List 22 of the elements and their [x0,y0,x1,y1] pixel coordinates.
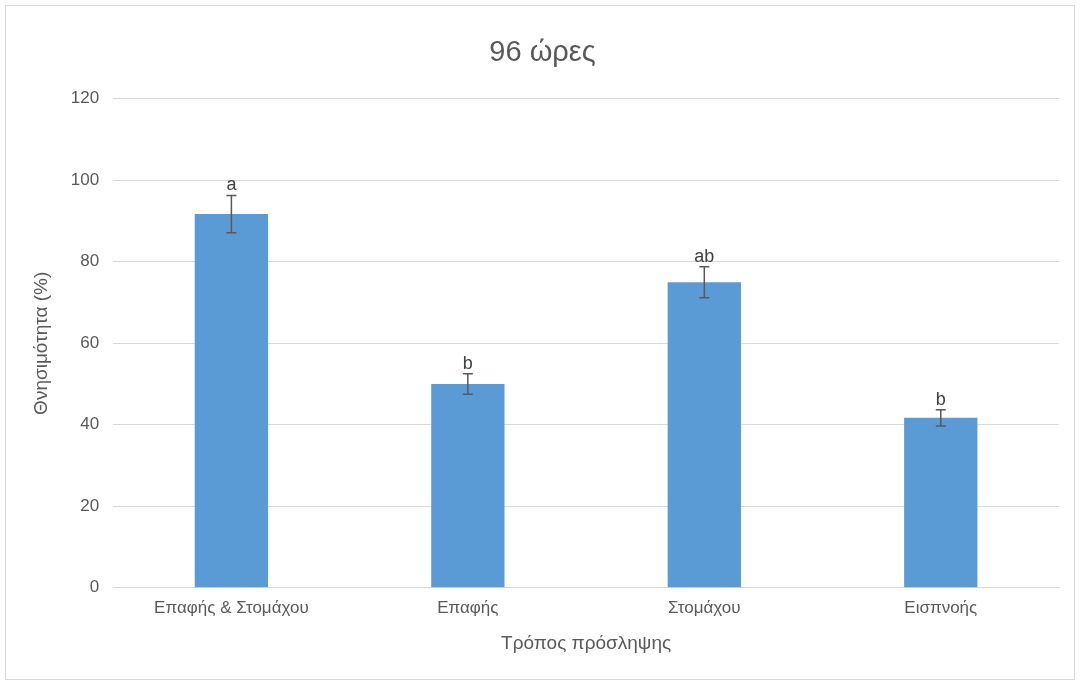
x-tick-label: Επαφής & Στομάχου [154,597,309,617]
y-tick-label: 20 [80,495,100,515]
annotation: ab [694,245,715,266]
bar [904,417,978,588]
x-axis-title: Τρόπος πρόσληψης [501,631,672,653]
y-tick-label: 80 [80,251,100,271]
x-tick-label: Εισπνοής [904,597,978,617]
x-tick-label: Στομάχου [668,597,741,617]
annotation: b [462,352,473,373]
y-tick-label: 60 [80,332,100,352]
annotation: b [935,388,946,409]
bar [431,384,505,588]
annotation: a [226,174,238,195]
y-tick-label: 100 [70,169,100,189]
x-tick-label: Επαφής [437,597,499,617]
bar [194,214,269,588]
y-tick-label: 120 [70,88,100,108]
bar [667,282,741,588]
y-tick-label: 40 [80,414,100,434]
y-tick-label: 0 [89,577,100,597]
chart-title: 96 ώρες [489,35,596,68]
y-axis-title: Θνησιμότητα (%) [29,271,51,415]
